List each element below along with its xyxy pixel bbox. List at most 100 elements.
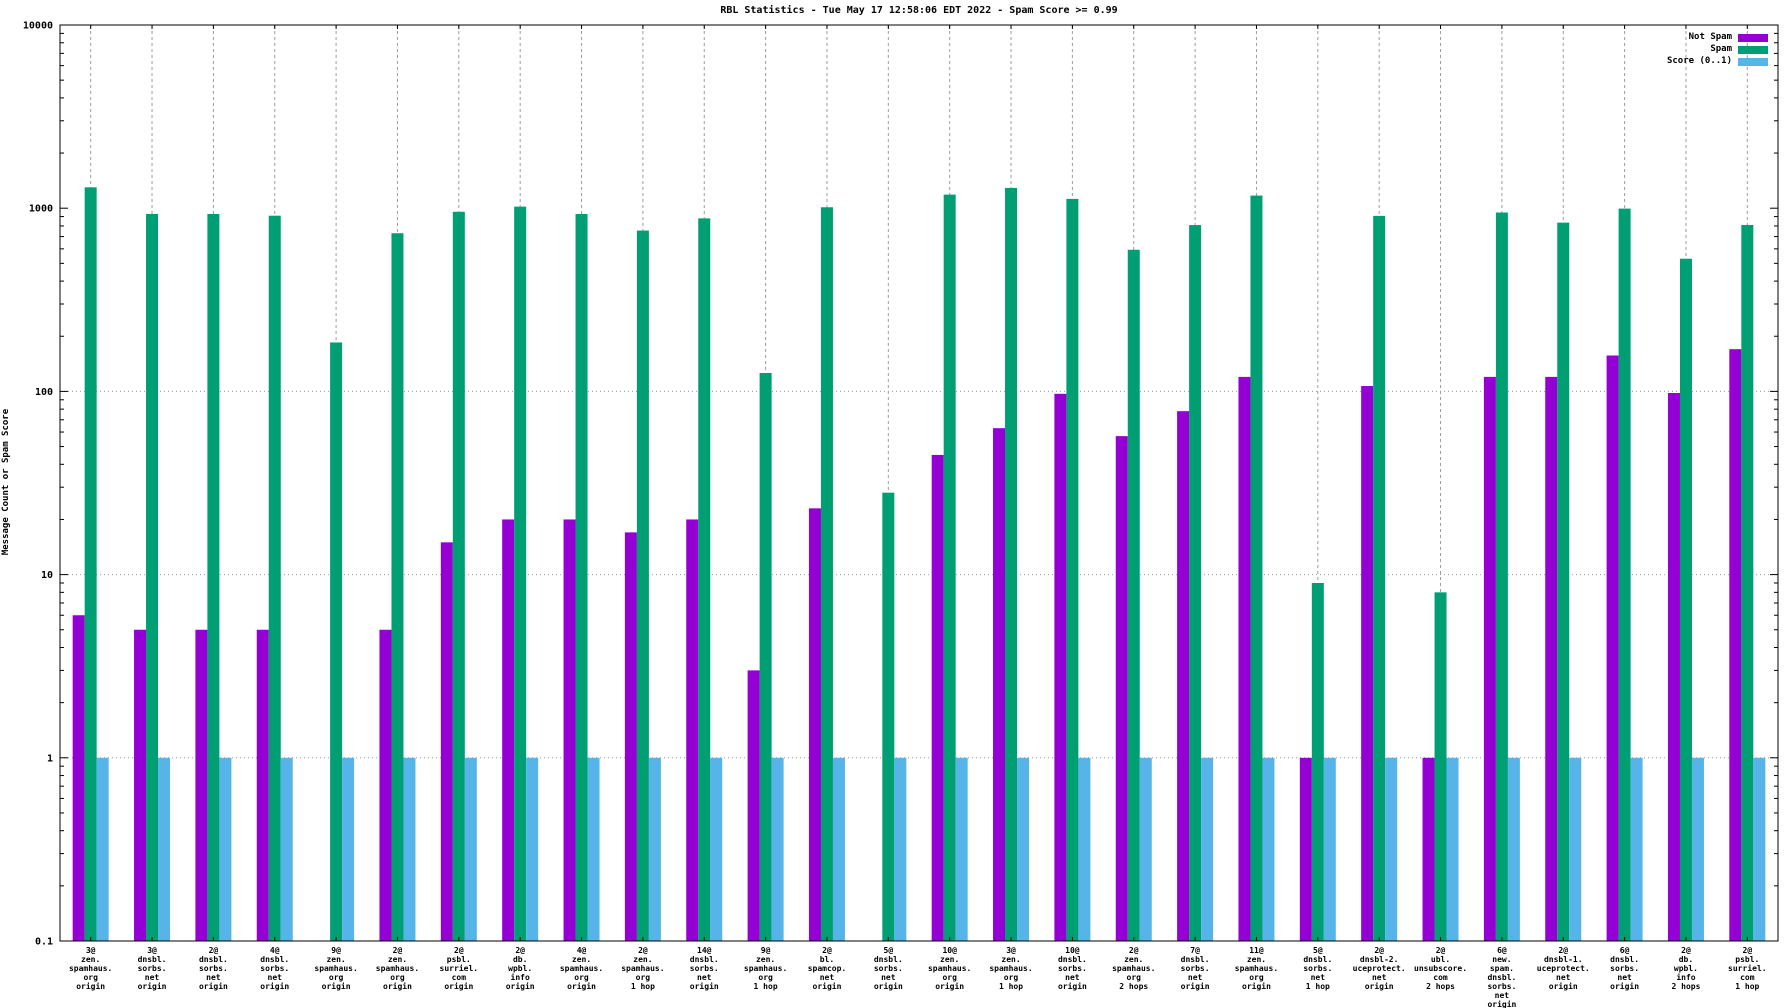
y-tick-label: 0.1	[35, 937, 53, 948]
bar-not-spam	[1238, 376, 1251, 941]
x-category-label: 7@ dnsbl. sorbs. net origin	[1181, 946, 1210, 991]
bar-not-spam	[1729, 349, 1742, 941]
bar-not-spam	[1606, 355, 1619, 941]
x-category-label: 4@ zen. spamhaus. org origin	[560, 946, 603, 991]
bar-score-0-1-	[464, 757, 477, 941]
x-category-label: 2@ psbl. surriel. com 1 hop	[1728, 946, 1767, 991]
legend-item-spam: Spam	[1667, 45, 1768, 54]
bar-spam	[636, 230, 649, 941]
bar-score-0-1-	[1753, 757, 1766, 941]
bar-score-0-1-	[403, 757, 416, 941]
bar-not-spam	[1299, 757, 1312, 941]
bar-not-spam	[747, 670, 760, 941]
bar-not-spam	[624, 532, 637, 941]
x-category-label: 14@ dnsbl. sorbs. net origin	[690, 946, 719, 991]
bar-not-spam	[195, 629, 208, 941]
x-category-label: 2@ psbl. surriel. com origin	[440, 946, 479, 991]
y-tick-label: 100	[35, 387, 53, 398]
bar-not-spam	[993, 428, 1006, 942]
legend-label: Not Spam	[1688, 32, 1732, 42]
plot-border	[59, 24, 1779, 942]
bar-score-0-1-	[526, 757, 539, 941]
bar-not-spam	[256, 629, 269, 941]
legend-label: Spam	[1710, 44, 1732, 54]
bar-spam	[1679, 258, 1692, 941]
y-tick-label: 1000	[29, 204, 53, 215]
legend-swatch-score	[1738, 57, 1768, 66]
bar-spam	[1311, 582, 1324, 941]
bar-spam	[514, 206, 527, 941]
bar-score-0-1-	[280, 757, 293, 941]
bar-spam	[820, 207, 833, 942]
bar-not-spam	[1054, 393, 1067, 941]
bar-spam	[1250, 195, 1263, 942]
bar-not-spam	[808, 508, 821, 941]
legend-swatch-spam	[1738, 45, 1768, 54]
x-category-label: 9@ zen. spamhaus. org origin	[314, 946, 357, 991]
bar-not-spam	[1177, 411, 1190, 941]
bar-spam	[1127, 249, 1140, 942]
bar-not-spam	[1115, 436, 1128, 941]
x-category-label: 9@ zen. spamhaus. org 1 hop	[744, 946, 787, 991]
x-category-label: 10@ dnsbl. sorbs. net origin	[1058, 946, 1087, 991]
x-category-label: 2@ ubl. unsubscore. com 2 hops	[1414, 946, 1467, 991]
x-category-label: 2@ zen. spamhaus. org 2 hops	[1112, 946, 1155, 991]
y-tick-label: 10	[41, 570, 53, 581]
x-category-label: 2@ dnsbl-2. uceprotect. net origin	[1353, 946, 1406, 991]
bar-spam	[1557, 222, 1570, 941]
x-category-label: 3@ zen. spamhaus. org origin	[69, 946, 112, 991]
x-category-label: 5@ dnsbl. sorbs. net 1 hop	[1303, 946, 1332, 991]
bar-score-0-1-	[1630, 757, 1643, 941]
x-category-label: 11@ zen. spamhaus. org origin	[1235, 946, 1278, 991]
x-category-label: 2@ zen. spamhaus. org origin	[376, 946, 419, 991]
bar-not-spam	[1667, 393, 1680, 941]
bar-score-0-1-	[158, 757, 171, 941]
bar-not-spam	[1545, 376, 1558, 941]
x-category-label: 10@ zen. spamhaus. org origin	[928, 946, 971, 991]
bar-not-spam	[379, 629, 392, 941]
y-tick-label: 10000	[23, 21, 53, 32]
bar-score-0-1-	[771, 757, 784, 941]
bar-spam	[1495, 212, 1508, 941]
bar-spam	[575, 213, 588, 941]
bar-score-0-1-	[894, 757, 907, 941]
x-category-label: 2@ db. wpbl. info 2 hops	[1672, 946, 1701, 991]
bar-not-spam	[440, 542, 453, 941]
bar-score-0-1-	[96, 757, 109, 941]
bar-not-spam	[1422, 757, 1435, 941]
bar-score-0-1-	[1017, 757, 1030, 941]
bar-score-0-1-	[1569, 757, 1582, 941]
x-category-label: 2@ dnsbl-1. uceprotect. net origin	[1537, 946, 1590, 991]
bar-spam	[943, 194, 956, 941]
bar-score-0-1-	[1446, 757, 1459, 941]
bar-spam	[1373, 215, 1386, 942]
x-category-label: 3@ dnsbl. sorbs. net origin	[138, 946, 167, 991]
x-category-label: 2@ dnsbl. sorbs. net origin	[199, 946, 228, 991]
bar-score-0-1-	[219, 757, 232, 941]
bar-spam	[1189, 225, 1202, 941]
y-axis-title: Message Count or Spam Score	[1, 408, 11, 556]
bar-score-0-1-	[710, 757, 723, 941]
legend-item-not-spam: Not Spam	[1667, 33, 1768, 42]
bar-score-0-1-	[955, 757, 968, 941]
bar-spam	[330, 342, 343, 942]
bar-score-0-1-	[1139, 757, 1152, 941]
bar-spam	[1618, 208, 1631, 941]
bar-score-0-1-	[648, 757, 661, 941]
legend-item-score: Score (0..1)	[1667, 57, 1768, 66]
bar-score-0-1-	[1201, 757, 1214, 941]
bar-not-spam	[134, 629, 147, 941]
bar-spam	[698, 218, 711, 941]
bar-score-0-1-	[342, 757, 355, 941]
bar-score-0-1-	[587, 757, 600, 941]
bar-spam	[1741, 224, 1754, 941]
x-category-label: 2@ bl. spamcop. net origin	[808, 946, 847, 991]
legend: Not Spam Spam Score (0..1)	[1667, 33, 1768, 66]
bar-score-0-1-	[832, 757, 845, 941]
bar-not-spam	[1361, 386, 1374, 941]
bar-not-spam	[563, 519, 576, 941]
bar-score-0-1-	[1323, 757, 1336, 941]
bar-score-0-1-	[1385, 757, 1398, 941]
x-category-label: 2@ db. wpbl. info origin	[506, 946, 535, 991]
